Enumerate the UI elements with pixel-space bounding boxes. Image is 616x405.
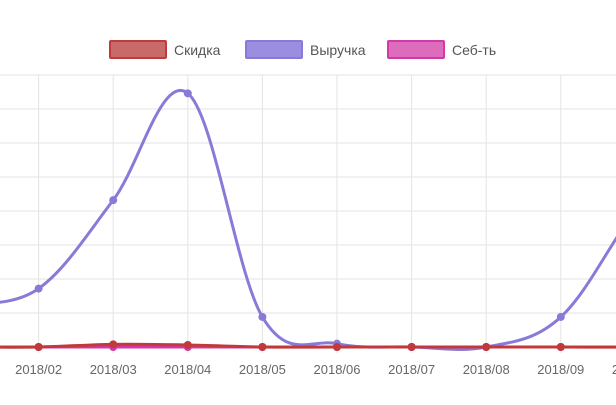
data-point[interactable] [109,340,118,349]
data-point[interactable] [34,284,43,293]
legend-swatch [387,40,445,59]
x-axis-ticks: 2018/012018/022018/032018/042018/052018/… [15,362,616,377]
data-point[interactable] [482,343,491,351]
x-tick-label: 2018/06 [314,362,361,377]
legend: Скидка Выручка Себ-ть [109,40,496,59]
x-tick-label: 2018/02 [15,362,62,377]
grid [0,74,616,353]
x-tick-label: 2018/10 [612,362,616,377]
x-tick-label: 2018/04 [164,362,211,377]
x-tick-label: 2018/05 [239,362,286,377]
data-point[interactable] [34,343,43,351]
data-point[interactable] [258,343,267,351]
legend-label: Себ-ть [452,42,496,58]
legend-label: Выручка [310,42,366,58]
data-point[interactable] [333,343,341,351]
data-point[interactable] [258,312,267,321]
data-point[interactable] [183,89,192,98]
series-line [0,89,616,351]
legend-swatch [245,40,303,59]
data-point[interactable] [109,196,118,205]
legend-swatch [109,40,167,59]
x-tick-label: 2018/07 [388,362,435,377]
data-point[interactable] [556,312,565,321]
x-tick-label: 2018/03 [90,362,137,377]
data-point[interactable] [556,343,565,351]
series-lines [0,89,616,351]
legend-label: Скидка [174,42,221,58]
data-point[interactable] [407,343,416,351]
data-point[interactable] [183,340,192,349]
x-tick-label: 2018/08 [463,362,510,377]
x-tick-label: 2018/09 [537,362,584,377]
